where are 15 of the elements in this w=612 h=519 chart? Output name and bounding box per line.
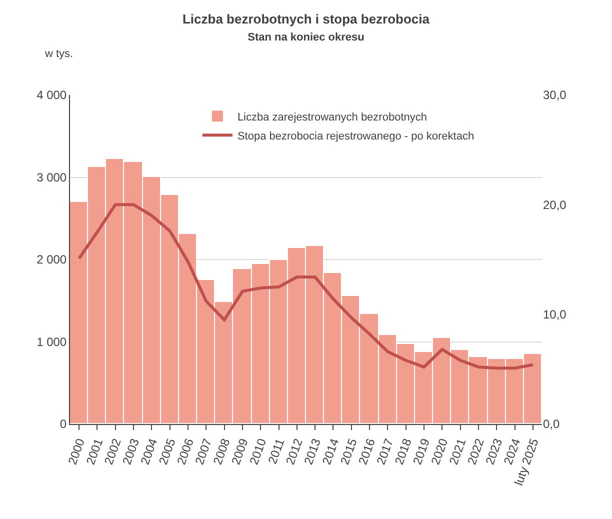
y2-tick-label: 0,0 [543, 417, 560, 432]
chart-subtitle: Stan na koniec okresu [248, 31, 364, 44]
y-axis-title: w tys. [44, 48, 74, 60]
y-tick-label: 2 000 [36, 252, 67, 267]
y-tick-label: 0 [60, 417, 67, 432]
y2-tick-label: 30,0 [543, 88, 567, 102]
y-tick-label: 4 000 [36, 88, 67, 102]
legend-label: Stopa bezrobocia rejestrowanego - po korektach [237, 130, 474, 142]
legend-label: Liczba zarejestrowanych bezrobotnych [237, 111, 427, 124]
y2-tick-label: 20,0 [543, 198, 567, 212]
chart-title: Liczba bezrobotnych i stopa bezrobocia [182, 11, 430, 26]
line-series [78, 203, 534, 370]
y-tick-label: 3 000 [36, 170, 67, 184]
y-tick-label: 1 000 [36, 334, 67, 349]
y2-tick-label: 10,0 [543, 308, 567, 322]
